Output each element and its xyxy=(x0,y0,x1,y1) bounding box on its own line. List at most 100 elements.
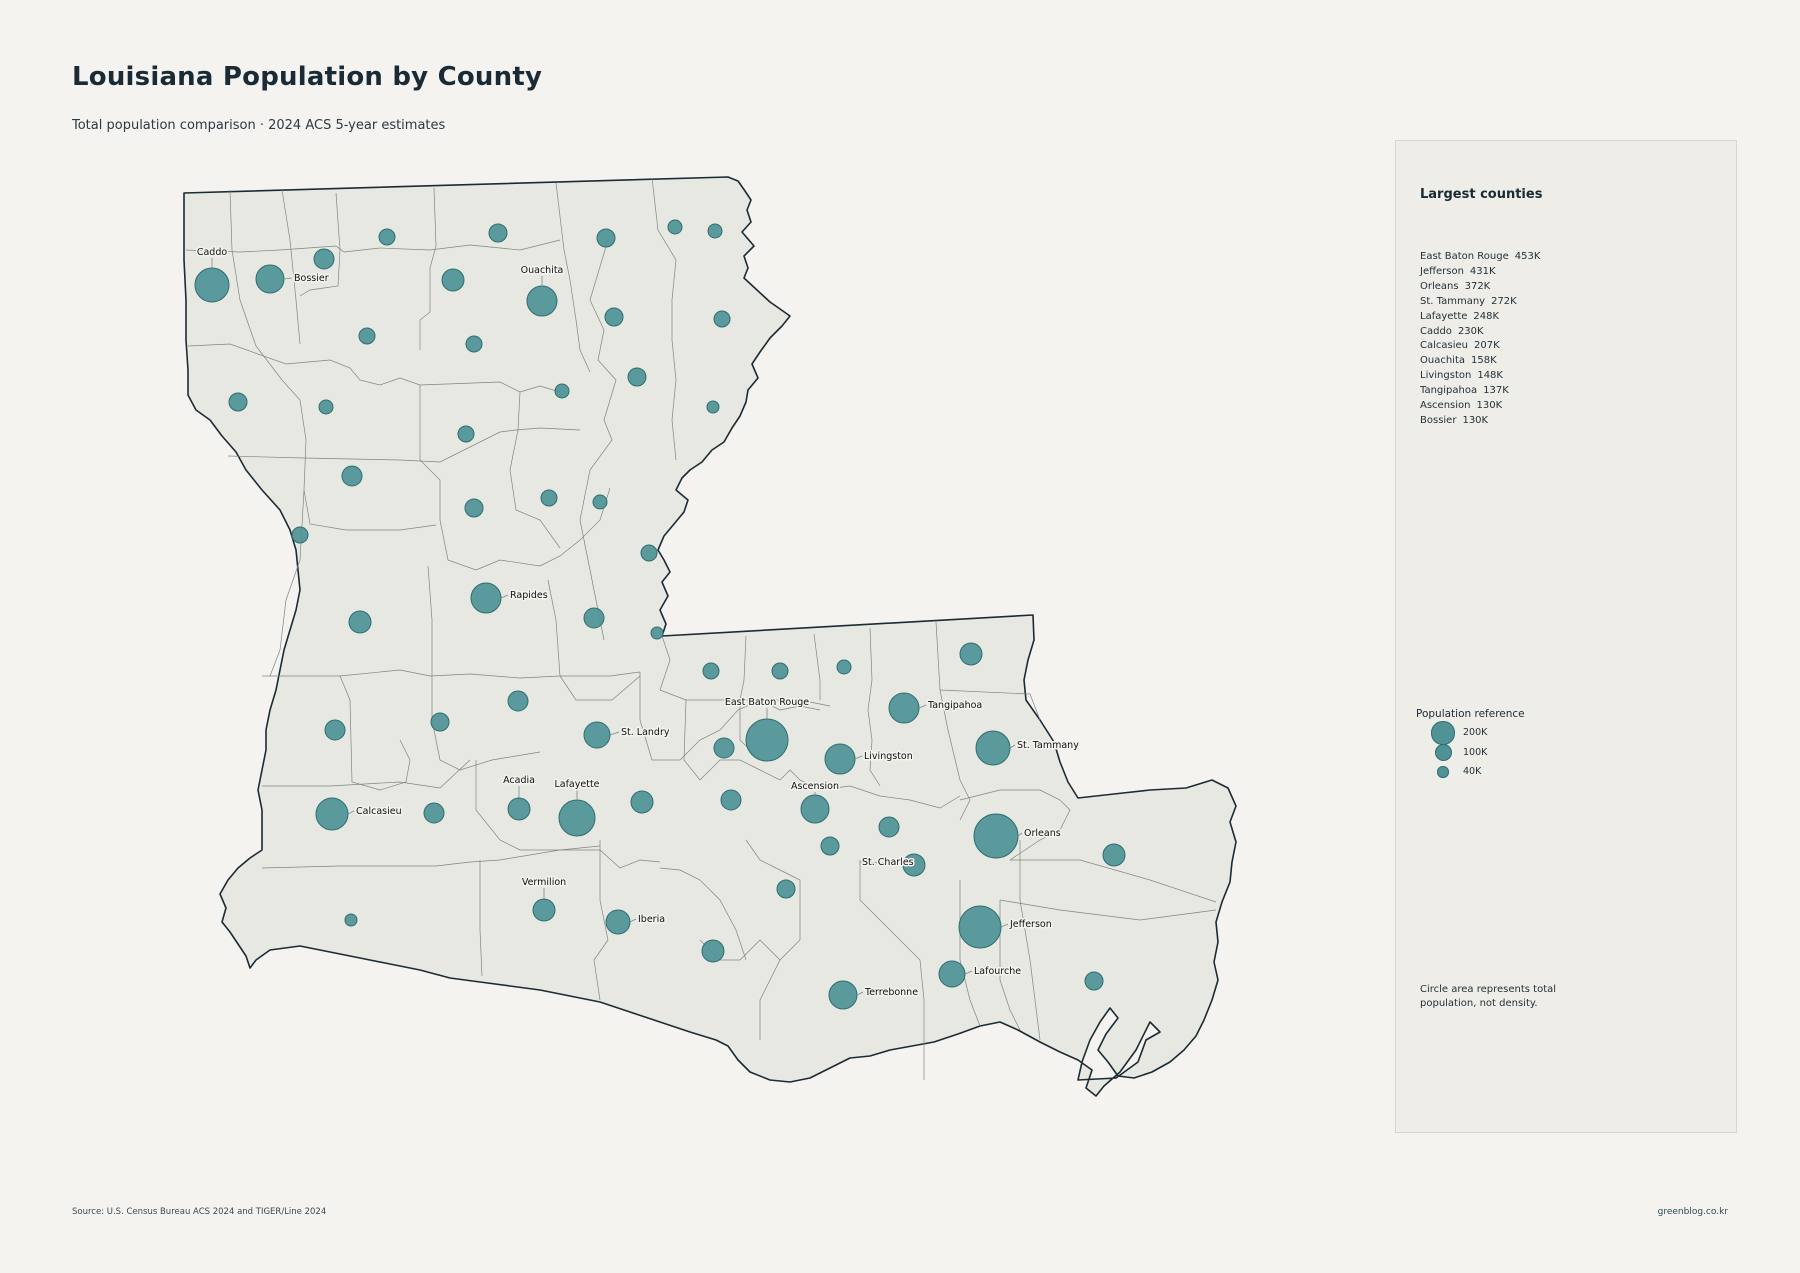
county-bubble xyxy=(650,626,664,640)
ranking-name: Calcasieu xyxy=(1420,340,1468,352)
county-bubble xyxy=(604,307,624,327)
ranking-item: Bossier 130K xyxy=(1420,414,1540,429)
county-label: St. Landry xyxy=(621,727,670,738)
county-bubble xyxy=(836,659,852,675)
county-bubble xyxy=(713,737,735,759)
legend-label: 40K xyxy=(1463,766,1482,777)
legend-circle xyxy=(1434,744,1452,761)
label-leader xyxy=(629,918,637,923)
ranking-item: Orleans 372K xyxy=(1420,280,1540,295)
ranking-name: Tangipahoa xyxy=(1420,385,1478,397)
county-bubble xyxy=(975,730,1011,766)
ranking-item: St. Tammany 272K xyxy=(1420,295,1540,310)
county-label: Tangipahoa xyxy=(927,700,982,711)
side-panel: Largest counties East Baton Rouge 453K Jef… xyxy=(1395,140,1737,1133)
page-title: Louisiana Population by County xyxy=(72,62,543,92)
county-bubble xyxy=(540,489,558,507)
credit-link[interactable]: greenblog.co.kr xyxy=(1657,1207,1728,1217)
county-bubble xyxy=(938,960,966,988)
county-label: Ouachita xyxy=(521,265,564,276)
label-leader xyxy=(856,991,864,996)
ranking-value: 431K xyxy=(1469,265,1496,277)
county-bubble xyxy=(720,789,742,811)
ranking-name: Lafayette xyxy=(1420,310,1468,322)
county-bubble xyxy=(701,939,725,963)
panel-title: Largest counties xyxy=(1420,187,1543,202)
label-leader xyxy=(1000,923,1009,928)
county-bubbles xyxy=(194,219,1126,1010)
label-leader xyxy=(1009,744,1016,749)
label-leader xyxy=(283,277,293,280)
ranking-item: Tangipahoa 137K xyxy=(1420,384,1540,399)
county-bubble xyxy=(313,248,335,270)
county-bubble xyxy=(640,544,658,562)
county-label: Orleans xyxy=(1024,828,1061,839)
county-label: Acadia xyxy=(503,775,535,786)
county-label: Livingston xyxy=(864,751,913,762)
county-label: Iberia xyxy=(638,914,665,925)
page-subtitle: Total population comparison · 2024 ACS 5… xyxy=(72,118,446,133)
label-leader xyxy=(918,704,927,709)
county-bubble xyxy=(344,913,358,927)
county-bubble xyxy=(800,794,830,824)
county-bubble xyxy=(358,327,376,345)
county-bubble xyxy=(745,718,789,762)
ranking-value: 272K xyxy=(1491,295,1517,307)
county-label: East Baton Rouge xyxy=(725,697,809,708)
county-label: Lafayette xyxy=(554,779,599,790)
county-bubble xyxy=(824,743,856,775)
county-label: St. Tammany xyxy=(1017,740,1079,751)
county-label: Rapides xyxy=(510,590,548,601)
ranking-name: Ouachita xyxy=(1420,355,1465,367)
county-bubble xyxy=(959,642,983,666)
label-leader xyxy=(1017,832,1023,837)
county-bubble xyxy=(583,607,605,629)
county-bubble xyxy=(820,836,840,856)
legend-label: 200K xyxy=(1463,727,1488,738)
county-bubble xyxy=(464,498,484,518)
ranking-item: East Baton Rouge 453K xyxy=(1420,250,1540,265)
ranking-value: 130K xyxy=(1462,414,1489,426)
ranking-name: Caddo xyxy=(1420,325,1452,337)
ranking-item: Caddo 230K xyxy=(1420,325,1540,340)
county-bubble xyxy=(558,799,596,837)
county-bubble xyxy=(888,692,920,724)
county-bubble xyxy=(596,228,616,248)
county-bubble xyxy=(828,980,858,1010)
county-bubble xyxy=(341,465,363,487)
louisiana-outline xyxy=(183,176,1237,1097)
ranking-item: Ascension 130K xyxy=(1420,399,1540,414)
ranking-item: Jefferson 431K xyxy=(1420,265,1540,280)
source-note: Source: U.S. Census Bureau ACS 2024 and … xyxy=(72,1207,327,1217)
county-bubble xyxy=(707,223,723,239)
county-label: Calcasieu xyxy=(356,806,402,817)
ranking-item: Calcasieu 207K xyxy=(1420,339,1540,354)
ranking-name: St. Tammany xyxy=(1420,295,1486,307)
county-label: Lafourche xyxy=(974,966,1021,977)
county-bubble xyxy=(507,797,531,821)
county-bubble xyxy=(315,797,349,831)
county-bubble xyxy=(702,662,720,680)
county-bubble xyxy=(878,816,900,838)
county-label: Ascension xyxy=(791,781,839,792)
county-bubble xyxy=(706,400,720,414)
legend-title: Population reference xyxy=(1416,708,1525,720)
county-bubble xyxy=(291,526,309,544)
county-bubble xyxy=(592,494,608,510)
county-bubble xyxy=(554,383,570,399)
county-bubble xyxy=(507,690,529,712)
county-bubble xyxy=(713,310,731,328)
county-labels: Caddo Bossier Ouachita Rapides East Baton Ro… xyxy=(195,246,1080,1000)
label-leader xyxy=(854,755,863,760)
ranking-item: Lafayette 248K xyxy=(1420,310,1540,325)
county-bubble xyxy=(318,399,334,415)
ranking-name: Jefferson xyxy=(1420,265,1464,277)
county-bubble xyxy=(667,219,683,235)
label-leader xyxy=(500,594,509,599)
county-label: Jefferson xyxy=(1009,919,1052,930)
county-bubble xyxy=(958,905,1002,949)
ranking-name: Ascension xyxy=(1420,400,1471,412)
ranking-item: Ouachita 158K xyxy=(1420,354,1540,369)
label-leader xyxy=(964,970,973,975)
legend-circle xyxy=(1437,766,1449,778)
